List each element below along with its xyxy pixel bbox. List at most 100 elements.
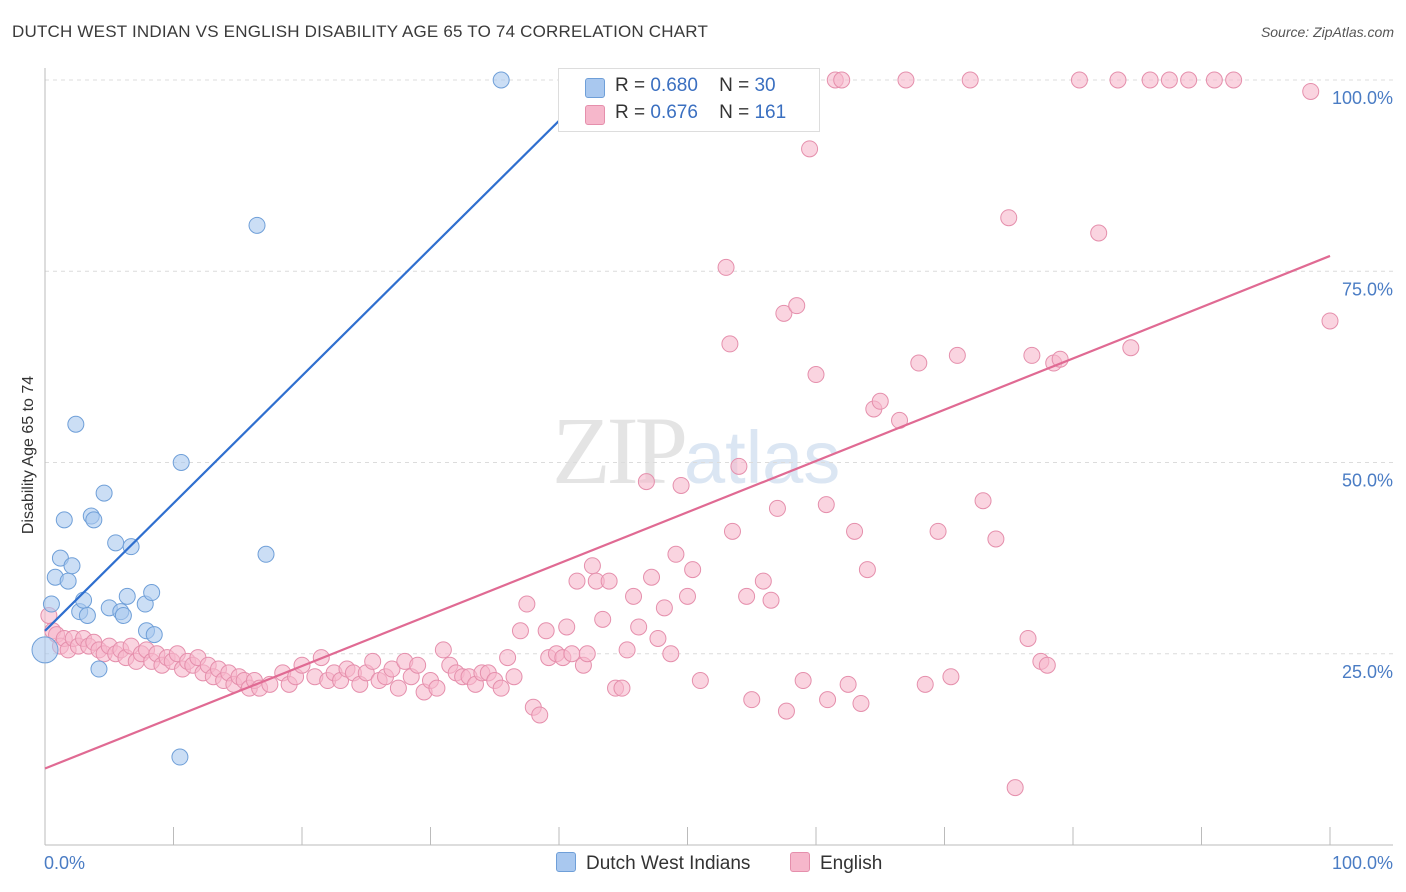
- point-english: [492, 679, 510, 697]
- point-english: [858, 561, 876, 579]
- point-english: [807, 366, 825, 384]
- point-english: [1205, 71, 1223, 89]
- point-english: [721, 335, 739, 353]
- point-english: [684, 561, 702, 579]
- point-english: [518, 595, 536, 613]
- point-dutch-west-indians: [107, 534, 125, 552]
- legend-r-value: 0.680: [650, 75, 698, 96]
- point-dutch-west-indians: [55, 511, 73, 529]
- legend-n-label: N =: [719, 102, 750, 123]
- trend-lines: [44, 113, 1331, 770]
- point-english: [777, 702, 795, 720]
- point-english: [499, 649, 517, 667]
- point-dutch-west-indians: [248, 216, 266, 234]
- point-english: [730, 457, 748, 475]
- point-english: [910, 354, 928, 372]
- y-tick-label: 50.0%: [1342, 471, 1393, 491]
- point-dutch-west-indians: [75, 591, 93, 609]
- point-english: [428, 679, 446, 697]
- point-english: [839, 675, 857, 693]
- point-english: [801, 140, 819, 158]
- axis-labels: 25.0% 50.0% 75.0% 100.0% 0.0% 100.0% Disabilit…: [20, 88, 1393, 873]
- chart-title: DUTCH WEST INDIAN VS ENGLISH DISABILITY …: [12, 22, 709, 41]
- point-english: [929, 522, 947, 540]
- point-english: [833, 71, 851, 89]
- point-english: [852, 694, 870, 712]
- point-english: [1180, 71, 1198, 89]
- point-dutch-west-indians: [143, 584, 161, 602]
- point-english: [1141, 71, 1159, 89]
- point-english: [794, 672, 812, 690]
- y-tick-label: 75.0%: [1342, 279, 1393, 299]
- y-axis-label: Disability Age 65 to 74: [20, 376, 37, 534]
- source-label: Source: ZipAtlas.com: [1260, 24, 1394, 40]
- point-english: [974, 492, 992, 510]
- point-english: [568, 572, 586, 590]
- point-dutch-west-indians: [90, 660, 108, 678]
- point-dutch-west-indians: [59, 572, 77, 590]
- point-english: [1109, 71, 1127, 89]
- point-english: [846, 522, 864, 540]
- gridlines: [45, 79, 1395, 655]
- point-english: [1160, 71, 1178, 89]
- axes: [44, 68, 1393, 846]
- point-english: [897, 71, 915, 89]
- point-english: [672, 476, 690, 494]
- bottom-legend-dutch-west-indians: Dutch West Indians: [556, 852, 750, 875]
- point-english: [1006, 779, 1024, 797]
- legend-r-label: R =: [615, 102, 646, 123]
- point-english: [655, 599, 673, 617]
- point-english: [916, 675, 934, 693]
- point-english: [961, 71, 979, 89]
- point-english: [987, 530, 1005, 548]
- point-dutch-west-indians: [172, 454, 190, 471]
- point-english: [613, 679, 631, 697]
- stats-legend: R = 0.680 N = 30 R = 0.676 N = 161: [558, 68, 820, 132]
- point-english: [723, 522, 741, 540]
- legend-swatch-blue: [585, 78, 605, 98]
- point-english: [600, 572, 618, 590]
- point-dutch-west-indians: [257, 545, 275, 563]
- point-english: [389, 679, 407, 697]
- point-english: [1070, 71, 1088, 89]
- point-english: [691, 672, 709, 690]
- point-english: [768, 499, 786, 517]
- y-tick-label: 100.0%: [1332, 88, 1393, 108]
- x-tick-label: 0.0%: [44, 853, 85, 873]
- point-english: [583, 557, 601, 575]
- point-dutch-west-indians: [95, 484, 113, 502]
- point-english: [1000, 209, 1018, 227]
- point-english: [743, 691, 761, 709]
- point-english: [630, 618, 648, 636]
- point-english: [667, 545, 685, 563]
- point-english: [662, 645, 680, 663]
- point-dutch-west-indians: [42, 595, 60, 613]
- watermark-atlas: atlas: [684, 416, 841, 499]
- point-dutch-west-indians: [31, 636, 59, 664]
- legend-swatch-blue: [556, 852, 576, 872]
- watermark-zip: ZIP: [552, 397, 688, 504]
- point-english: [531, 706, 549, 724]
- point-english: [511, 622, 529, 640]
- point-english: [948, 346, 966, 364]
- point-english: [1019, 629, 1037, 647]
- point-dutch-west-indians: [114, 607, 132, 624]
- point-english: [625, 587, 643, 605]
- legend-n-label: N =: [719, 75, 750, 96]
- point-english: [618, 641, 636, 659]
- legend-label: English: [820, 853, 883, 874]
- point-english: [537, 622, 555, 640]
- point-english: [578, 645, 596, 663]
- legend-swatch-pink: [585, 105, 605, 125]
- point-english: [775, 304, 793, 322]
- legend-label: Dutch West Indians: [586, 853, 751, 874]
- point-english: [942, 668, 960, 686]
- point-english: [717, 258, 735, 276]
- point-dutch-west-indians: [63, 557, 81, 575]
- trend-line-dutch-west-indians: [44, 113, 567, 632]
- watermark: ZIPatlas: [552, 395, 840, 506]
- point-english: [594, 610, 612, 628]
- point-english: [1122, 339, 1140, 357]
- point-english: [1038, 656, 1056, 674]
- point-english: [1321, 312, 1339, 330]
